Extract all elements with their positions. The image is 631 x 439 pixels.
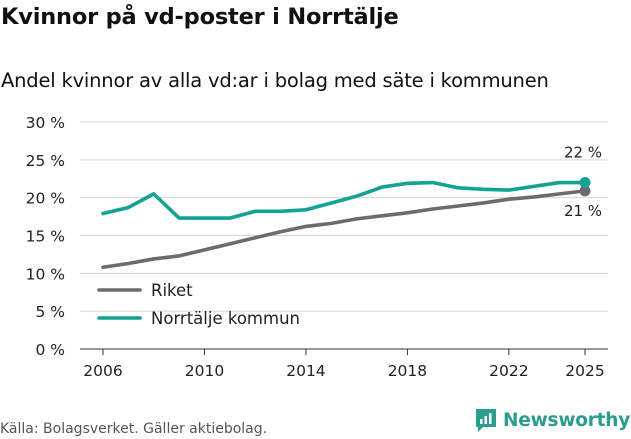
y-tick-label: 25 % — [26, 152, 65, 170]
chart-subtitle: Andel kvinnor av alla vd:ar i bolag med … — [1, 69, 549, 92]
series-end-point-norrtalje — [579, 177, 591, 189]
x-tick-label: 2014 — [286, 362, 325, 380]
y-tick-label: 10 % — [26, 265, 65, 283]
end-label-riket: 21 % — [564, 202, 602, 220]
x-tick-label: 2018 — [388, 362, 427, 380]
chart-title: Kvinnor på vd-poster i Norrtälje — [1, 4, 399, 30]
newsworthy-logo-icon — [476, 409, 496, 432]
brand-logo: Newsworthy — [474, 407, 630, 433]
legend-label-riket: Riket — [151, 281, 193, 300]
x-tick-label: 2010 — [185, 362, 224, 380]
x-tick-label: 2025 — [565, 362, 604, 380]
y-tick-label: 20 % — [26, 190, 65, 208]
x-tick-label: 2022 — [489, 362, 528, 380]
x-tick-label: 2006 — [83, 362, 122, 380]
y-tick-label: 30 % — [26, 114, 65, 132]
y-tick-label: 5 % — [35, 303, 65, 321]
y-tick-label: 15 % — [26, 228, 65, 246]
series-line-norrtalje — [101, 180, 587, 220]
brand-name: Newsworthy — [503, 409, 631, 431]
series-line-riket — [101, 189, 587, 270]
series-end-point-riket — [579, 185, 591, 197]
end-label-norrtalje: 22 % — [564, 144, 602, 162]
source-note: Källa: Bolagsverket. Gäller aktiebolag. — [0, 421, 268, 437]
legend-label-norrtalje: Norrtälje kommun — [151, 309, 300, 328]
y-tick-label: 0 % — [35, 341, 65, 359]
